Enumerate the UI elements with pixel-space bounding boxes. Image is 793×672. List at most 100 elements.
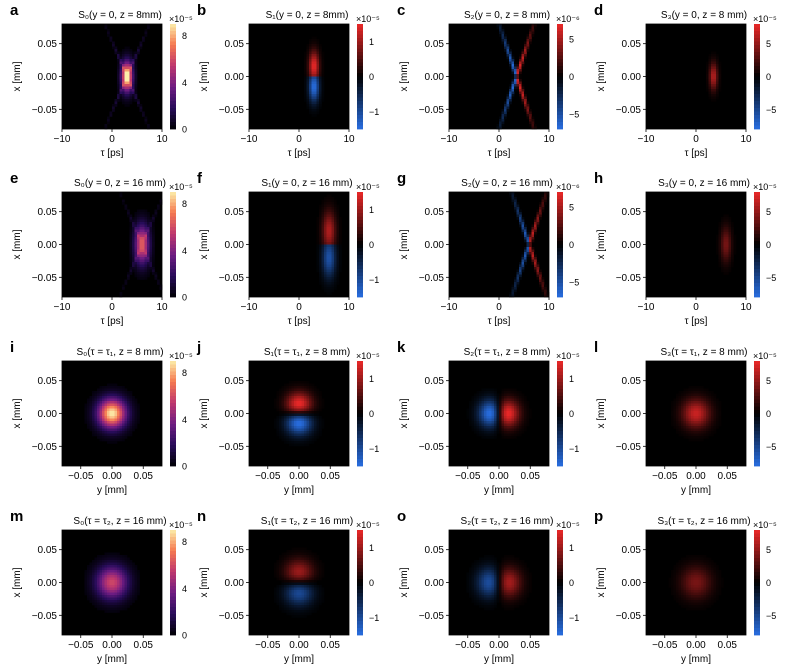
heatmap-cell <box>524 41 527 45</box>
colorbar-segment <box>754 104 760 109</box>
colorbar-segment <box>170 448 176 453</box>
heatmap-cell <box>304 91 307 95</box>
heatmap-cell <box>314 51 317 55</box>
heatmap-cell <box>122 398 125 402</box>
heatmap-cell <box>124 592 128 596</box>
heatmap-cell <box>102 393 105 397</box>
heatmap-cell <box>673 411 677 414</box>
heatmap-cell <box>539 212 542 215</box>
colorbar-segment <box>557 122 563 126</box>
heatmap-cell <box>529 234 532 238</box>
heatmap-cell <box>104 587 108 591</box>
heatmap-cell <box>296 381 300 384</box>
heatmap-cell <box>506 396 510 399</box>
heatmap-cell <box>92 393 95 397</box>
heatmap-cell <box>504 114 507 117</box>
heatmap-cell <box>726 239 729 243</box>
heatmap-cell <box>294 555 297 558</box>
heatmap-cell <box>521 96 525 100</box>
heatmap-cell <box>521 49 525 52</box>
heatmap-cell <box>511 287 515 290</box>
heatmap-cell <box>539 214 542 218</box>
heatmap-cell <box>529 229 532 233</box>
heatmap-cell <box>114 46 118 50</box>
heatmap-cell <box>117 56 120 60</box>
heatmap-cell <box>314 431 317 434</box>
heatmap-cell <box>314 393 317 397</box>
heatmap-cell <box>534 219 537 223</box>
heatmap-cell <box>97 388 100 392</box>
heatmap-cell <box>509 51 512 55</box>
heatmap-cell <box>107 383 110 387</box>
heatmap-cell <box>304 66 307 70</box>
heatmap-cell <box>281 398 285 402</box>
heatmap-cell <box>471 398 475 402</box>
heatmap-cell <box>299 423 302 427</box>
heatmap-cell <box>291 560 295 563</box>
heatmap-cell <box>276 572 280 576</box>
heatmap-cell <box>678 401 682 404</box>
heatmap-cell <box>506 391 510 394</box>
heatmap-cell <box>94 590 98 593</box>
heatmap-cell <box>284 590 287 593</box>
heatmap-cell <box>481 436 485 439</box>
heatmap-cell <box>124 607 128 611</box>
colorbar-segment <box>357 589 363 594</box>
heatmap-cell <box>114 391 118 394</box>
heatmap-cell <box>501 41 505 45</box>
heatmap-cell <box>509 416 512 419</box>
heatmap-cell <box>326 197 330 200</box>
heatmap-cell <box>144 217 148 220</box>
heatmap-cell <box>311 114 315 117</box>
colorbar-segment <box>170 80 176 84</box>
heatmap-cell <box>286 411 290 414</box>
heatmap-cell <box>499 126 502 130</box>
y-tick-label: 0.00 <box>38 578 58 589</box>
heatmap-cell <box>157 204 160 208</box>
colorbar-segment <box>357 396 363 400</box>
heatmap-cell <box>524 401 527 404</box>
colorbar-segment <box>557 293 563 298</box>
heatmap-cell <box>321 254 325 258</box>
heatmap-cell <box>291 421 295 424</box>
colorbar: ×10⁻⁵10−1 <box>356 351 380 467</box>
heatmap-cell <box>311 552 315 556</box>
heatmap-cell <box>519 401 522 404</box>
heatmap-cell <box>291 393 295 397</box>
heatmap-cell <box>112 577 115 581</box>
heatmap-cell <box>516 274 520 278</box>
colorbar-segment <box>557 459 563 463</box>
heatmap-cell <box>489 408 492 412</box>
heatmap-cell <box>276 597 280 601</box>
heatmap-cell <box>329 222 332 225</box>
heatmap-cell <box>703 408 707 412</box>
heatmap-cell <box>316 577 320 581</box>
heatmap-cell <box>469 418 472 422</box>
heatmap-cell <box>534 259 537 263</box>
heatmap-cell <box>134 222 138 225</box>
heatmap-cell <box>476 398 480 402</box>
heatmap-cell <box>124 570 128 573</box>
heatmap-cell <box>279 592 282 596</box>
colorbar-segment <box>754 269 760 273</box>
heatmap-cell <box>698 423 702 427</box>
heatmap-cell <box>696 411 699 414</box>
heatmap-cell <box>119 69 123 72</box>
heatmap-cell <box>541 207 545 210</box>
heatmap-cell <box>134 411 138 414</box>
heatmap-cell <box>284 421 287 424</box>
heatmap-cell <box>688 416 692 419</box>
heatmap-cell <box>117 71 120 75</box>
heatmap-cell <box>316 416 320 419</box>
heatmap-cell <box>147 244 150 248</box>
heatmap-cell <box>486 393 490 397</box>
heatmap-cell <box>311 610 315 613</box>
heatmap-cell <box>129 259 133 263</box>
colorbar-segment <box>357 80 363 84</box>
heatmap-cell <box>314 582 317 586</box>
heatmap-cell <box>501 403 505 407</box>
heatmap-cell <box>309 575 312 578</box>
heatmap-cell <box>504 408 507 412</box>
heatmap-cell <box>99 597 103 601</box>
heatmap-cell <box>134 89 138 92</box>
